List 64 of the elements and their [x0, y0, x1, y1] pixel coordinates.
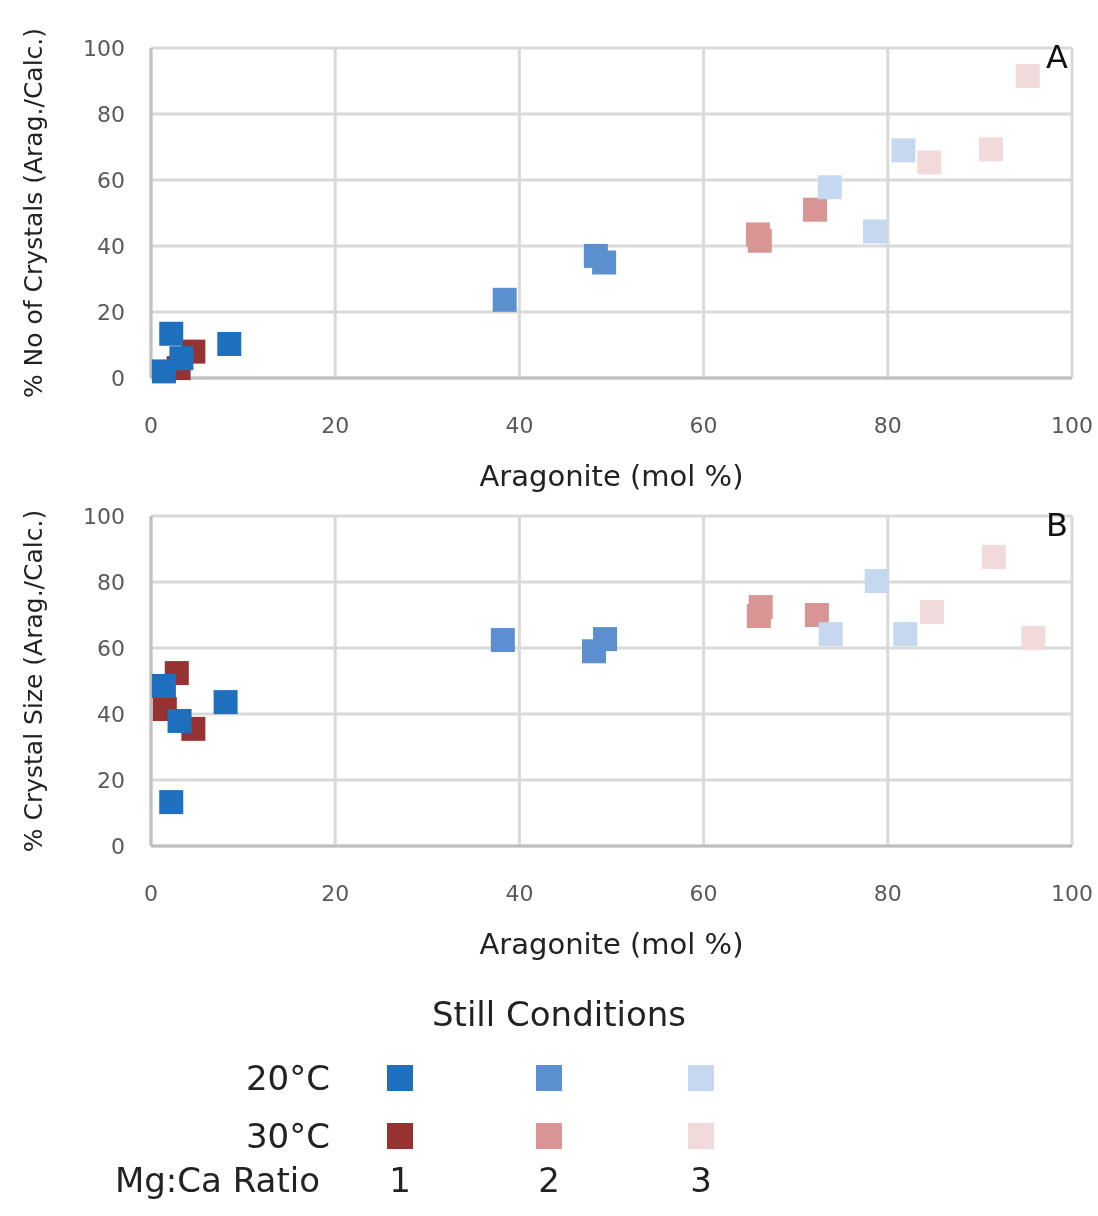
point	[746, 603, 771, 628]
point	[592, 250, 617, 275]
annotation: B	[1046, 506, 1068, 544]
point	[1021, 626, 1046, 651]
text: 2	[538, 1160, 560, 1200]
y-tick-label: 0	[111, 366, 125, 391]
y-tick-label: 100	[83, 504, 125, 529]
point	[891, 138, 916, 163]
point	[920, 600, 945, 625]
x-axis-title: Aragonite (mol %)	[479, 927, 744, 961]
point	[492, 287, 517, 312]
point	[981, 544, 1006, 569]
x-tick-label: 80	[873, 413, 902, 438]
point	[893, 622, 918, 647]
y-tick-label: 100	[83, 36, 125, 61]
y-tick-label: 60	[97, 168, 125, 193]
x-tick-label: 60	[689, 881, 718, 906]
x-tick-label: 100	[1051, 413, 1093, 438]
y-tick-label: 40	[97, 234, 125, 259]
point	[213, 690, 238, 715]
x-tick-label: 40	[505, 413, 534, 438]
point	[862, 219, 887, 244]
x-axis-title: Aragonite (mol %)	[479, 459, 744, 493]
point	[490, 628, 515, 653]
x-tick-label: 80	[873, 881, 902, 906]
y-tick-label: 0	[111, 834, 125, 859]
point	[864, 569, 889, 594]
point	[151, 359, 176, 384]
point	[217, 332, 242, 357]
point	[817, 175, 842, 200]
x-tick-label: 0	[144, 413, 158, 438]
y-tick-label: 20	[97, 300, 125, 325]
y-tick-label: 20	[97, 768, 125, 793]
point	[803, 197, 828, 222]
text: Mg:Ca Ratio	[114, 1160, 320, 1200]
text: 3	[690, 1160, 712, 1200]
x-tick-label: 60	[689, 413, 718, 438]
point	[747, 228, 772, 253]
y-tick-label: 60	[97, 636, 125, 661]
x-tick-label: 100	[1051, 881, 1093, 906]
point	[818, 622, 843, 647]
text: 1	[389, 1160, 411, 1200]
point	[151, 673, 176, 698]
point	[1015, 64, 1040, 89]
point	[804, 603, 829, 627]
y-axis-title: % No of Crystals (Arag./Calc.)	[19, 27, 48, 399]
y-tick-label: 80	[97, 102, 125, 127]
x-tick-label: 20	[321, 881, 350, 906]
text: 30°C	[245, 1116, 330, 1156]
annotation: A	[1046, 38, 1069, 76]
y-tick-label: 40	[97, 702, 125, 727]
point	[593, 627, 618, 652]
text: Still Conditions	[431, 994, 687, 1034]
point	[917, 150, 942, 175]
point	[159, 790, 184, 815]
text: 20°C	[245, 1058, 330, 1098]
x-tick-label: 0	[144, 881, 158, 906]
y-tick-label: 80	[97, 570, 125, 595]
point	[159, 321, 184, 346]
point	[978, 137, 1003, 162]
x-tick-label: 20	[321, 413, 350, 438]
y-axis-title: % Crystal Size (Arag./Calc.)	[19, 509, 48, 853]
x-tick-label: 40	[505, 881, 534, 906]
point	[167, 708, 192, 733]
